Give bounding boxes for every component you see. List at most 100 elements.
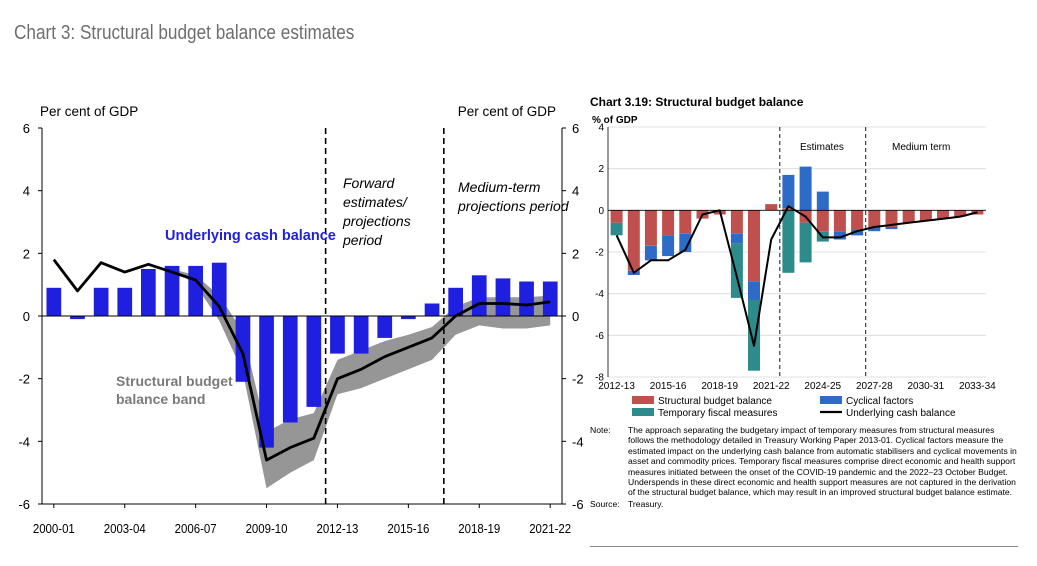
bar-cyclical-factors-2028-29 [885, 227, 898, 230]
y-tick-label: -6 [595, 331, 604, 342]
ucb-bar-2016-17 [424, 303, 440, 316]
ucb-bar-2020-21 [519, 281, 534, 316]
y-tick-label: -8 [595, 373, 604, 384]
bar-cyclical-factors-2023-24 [799, 166, 812, 211]
bar-structural-budget-balance-2012-13 [610, 210, 623, 223]
y-tick-label: -2 [595, 248, 604, 259]
y-tick-label: -4 [595, 289, 604, 300]
bar-structural-budget-balance-2026-27 [851, 210, 864, 230]
bar-cyclical-factors-2014-15 [644, 245, 657, 261]
y-axis-left-title: Per cent of GDP [40, 104, 138, 119]
underlying-cash-balance-line [615, 205, 978, 347]
bar-structural-budget-balance-2031-32 [937, 210, 949, 219]
y-tick-left-label: -2 [18, 372, 30, 387]
ucb-bar-2003-04 [117, 287, 133, 316]
medium-annotation-line: Medium-term [458, 179, 541, 195]
ucb-bar-2010-11 [282, 316, 298, 423]
x-tick-label: 2015-16 [650, 381, 687, 392]
y-tick-right-label: -4 [572, 434, 584, 449]
notes-block: Note: The approach separating the budget… [590, 425, 1020, 509]
bar-structural-budget-balance-2021-22 [765, 204, 778, 211]
x-tick-label: 2033-34 [959, 381, 996, 392]
x-tick-label: 2009-10 [246, 521, 288, 536]
ucb-bar-2009-10 [259, 316, 274, 448]
ucb-bar-2005-06 [164, 265, 180, 316]
ucb-bar-2013-14 [353, 316, 369, 354]
x-tick-label: 2003-04 [104, 521, 146, 536]
forward-annotation-line: Forward [343, 175, 396, 191]
x-tick-label: 2012-13 [598, 381, 635, 392]
legend-label: Cyclical factors [846, 396, 913, 407]
legend-swatch [632, 396, 654, 404]
legend-swatch [632, 408, 654, 416]
bar-structural-budget-balance-2024-25 [816, 210, 829, 232]
y-tick-left-label: -4 [18, 434, 30, 449]
y-axis-right-title: Per cent of GDP [458, 104, 556, 119]
bar-cyclical-factors-2016-17 [679, 233, 692, 253]
bar-temporary-fiscal-measures-2012-13 [610, 222, 623, 236]
bar-structural-budget-balance-2032-33 [954, 210, 967, 217]
note-key: Note: [590, 425, 611, 435]
estimates-label: Estimates [800, 142, 844, 153]
y-tick-left-label: 2 [23, 246, 30, 261]
source-key: Source: [590, 498, 620, 509]
x-tick-label: 2030-31 [908, 381, 945, 392]
bar-structural-budget-balance-2030-31 [919, 210, 932, 221]
ucb-bar-2000-01 [46, 287, 62, 316]
bar-cyclical-factors-2020-21 [748, 281, 760, 300]
ucb-bar-2021-22 [542, 281, 558, 316]
y-tick-left-label: 6 [23, 121, 30, 136]
x-tick-label: 2024-25 [804, 381, 841, 392]
page-title: Chart 3: Structural budget balance estim… [14, 22, 355, 44]
bar-structural-budget-balance-2020-21 [748, 210, 760, 282]
bottom-rule [590, 546, 1018, 547]
medium-annotation-line: projections period [457, 198, 570, 214]
bar-cyclical-factors-2025-26 [833, 231, 846, 240]
bar-structural-budget-balance-2019-20 [730, 210, 743, 234]
legend-swatch [820, 396, 842, 404]
ucb-bar-2011-12 [306, 316, 322, 407]
bar-cyclical-factors-2015-16 [662, 235, 675, 257]
y-tick-label: 4 [598, 123, 604, 134]
y-tick-label: 2 [598, 164, 604, 175]
bar-structural-budget-balance-2015-16 [662, 210, 675, 236]
x-tick-label: 2018-19 [458, 521, 500, 536]
y-tick-right-label: 0 [572, 309, 579, 324]
x-tick-label: 2021-22 [529, 521, 571, 536]
ucb-bar-2019-20 [495, 278, 511, 316]
bar-structural-budget-balance-2027-28 [868, 210, 881, 227]
medium-term-label: Medium term [892, 142, 950, 153]
x-tick-label: 2015-16 [387, 521, 429, 536]
band-annotation-line: balance band [116, 391, 205, 407]
forward-annotation-line: estimates/ [343, 194, 409, 210]
y-tick-left-label: -6 [18, 497, 30, 512]
bar-structural-budget-balance-2029-30 [902, 210, 915, 223]
y-tick-left-label: 4 [23, 184, 30, 199]
forward-annotation-line: projections [342, 213, 411, 229]
ucb-bar-2014-15 [377, 316, 393, 338]
bar-temporary-fiscal-measures-2022-23 [782, 210, 795, 273]
bar-cyclical-factors-2019-20 [730, 233, 743, 244]
ucb-bar-2015-16 [401, 316, 416, 320]
legend-label: Temporary fiscal measures [658, 408, 777, 419]
y-tick-left-label: 0 [23, 309, 30, 324]
bar-structural-budget-balance-2013-14 [627, 210, 640, 271]
y-tick-right-label: -2 [572, 372, 584, 387]
bar-cyclical-factors-2022-23 [782, 174, 795, 209]
x-tick-label: 2006-07 [175, 521, 217, 536]
bar-temporary-fiscal-measures-2019-20 [730, 243, 743, 298]
bar-structural-budget-balance-2014-15 [644, 210, 657, 246]
bar-temporary-fiscal-measures-2023-24 [799, 222, 812, 263]
x-tick-label: 2021-22 [753, 381, 790, 392]
x-tick-label: 2012-13 [316, 521, 358, 536]
y-tick-right-label: 6 [572, 121, 579, 136]
chart-3-19-title: Chart 3.19: Structural budget balance [590, 95, 804, 109]
legend-label: Structural budget balance [658, 396, 772, 407]
x-tick-label: 2000-01 [33, 521, 75, 536]
y-tick-right-label: -6 [572, 497, 584, 512]
legend-label: Underlying cash balance [846, 408, 956, 419]
ucb-annotation: Underlying cash balance [165, 228, 336, 244]
bar-cyclical-factors-2027-28 [868, 227, 881, 232]
